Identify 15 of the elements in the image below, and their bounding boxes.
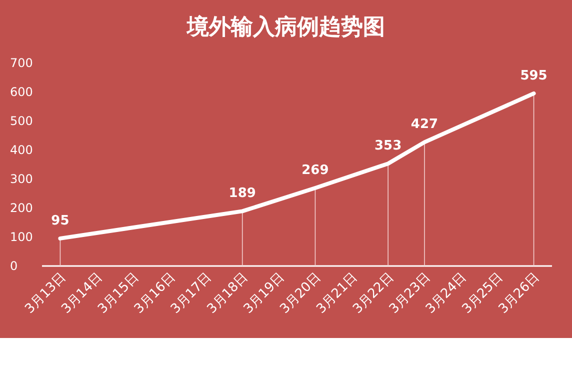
y-tick-label: 0 — [10, 259, 18, 273]
data-label: 595 — [520, 68, 548, 84]
y-tick-label: 500 — [10, 114, 33, 128]
y-tick-label: 600 — [10, 85, 33, 99]
chart-title: 境外输入病例趋势图 — [186, 14, 385, 40]
data-label: 353 — [374, 138, 402, 154]
data-label: 269 — [302, 162, 329, 178]
y-tick-label: 200 — [10, 201, 33, 215]
data-label: 427 — [410, 117, 438, 132]
y-tick-label: 100 — [10, 230, 33, 244]
y-tick-label: 700 — [10, 56, 33, 70]
y-tick-label: 400 — [10, 143, 33, 157]
data-label: 189 — [228, 186, 256, 202]
y-tick-label: 300 — [10, 172, 33, 186]
data-label: 95 — [51, 213, 70, 228]
